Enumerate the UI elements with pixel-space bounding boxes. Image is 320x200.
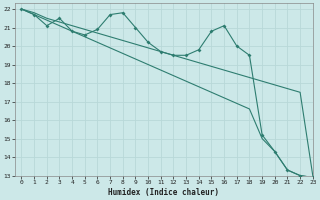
X-axis label: Humidex (Indice chaleur): Humidex (Indice chaleur)	[108, 188, 220, 197]
